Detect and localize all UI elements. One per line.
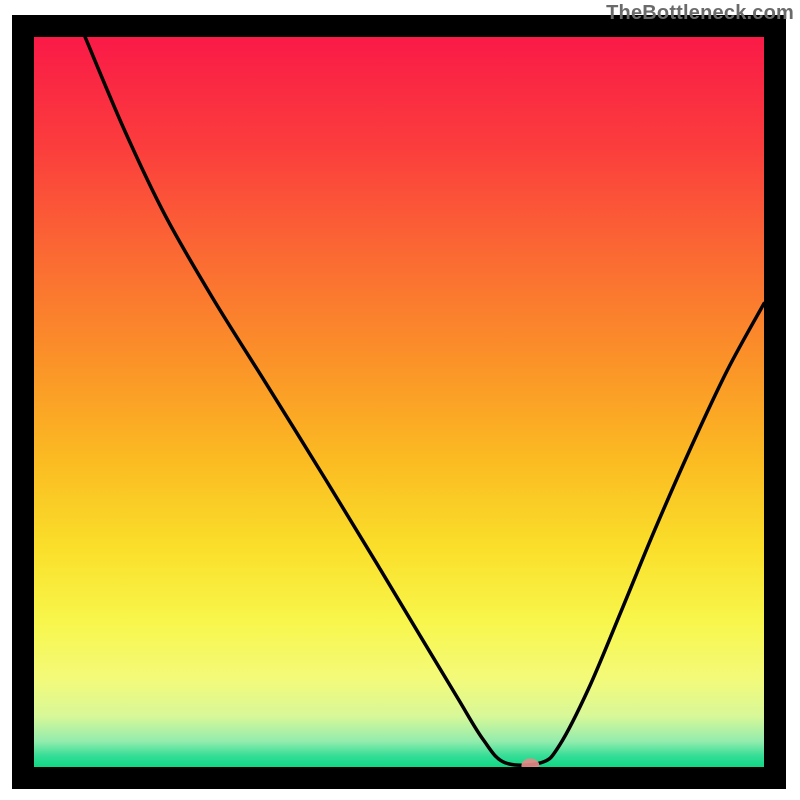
watermark-text: TheBottleneck.com: [606, 2, 794, 25]
chart-background: [34, 37, 764, 767]
chart-stage: TheBottleneck.com: [0, 0, 800, 800]
bottleneck-chart: [0, 0, 800, 800]
